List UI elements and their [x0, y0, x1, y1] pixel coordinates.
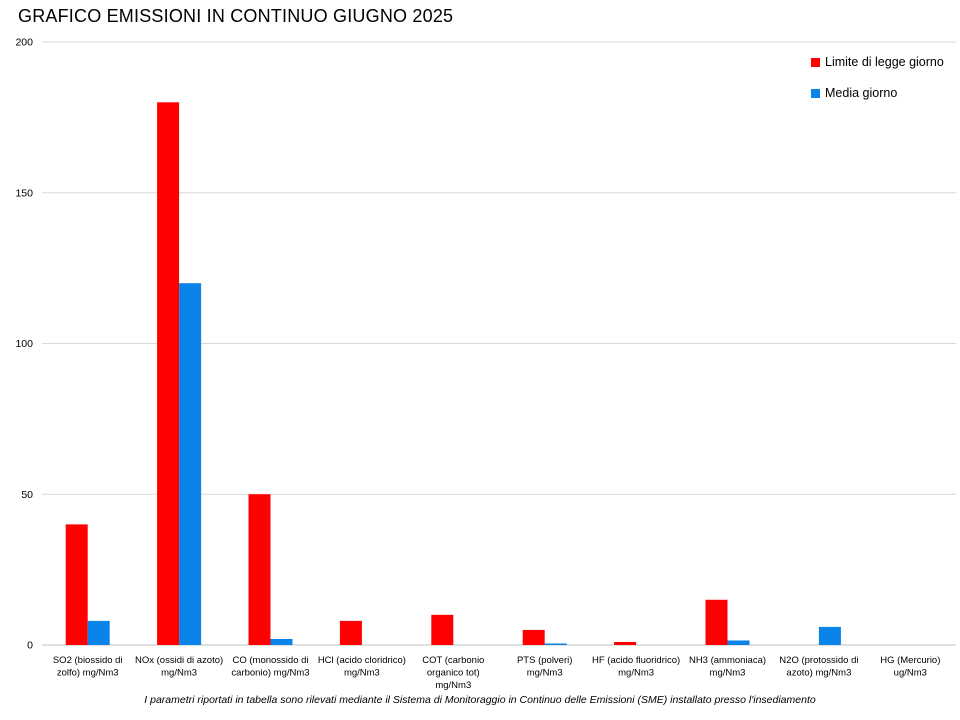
y-tick-label: 200 — [15, 37, 33, 49]
x-tick-label: N2O (protossido di azoto) mg/Nm3 — [779, 655, 858, 679]
chart-title: GRAFICO EMISSIONI IN CONTINUO GIUGNO 202… — [18, 6, 454, 26]
bar-mean — [179, 283, 202, 645]
y-tick-label: 50 — [21, 489, 33, 501]
legend-item-limit: Limite di legge giorno — [811, 55, 944, 69]
footnote: I parametri riportati in tabella sono ri… — [144, 694, 816, 706]
y-tick-label: 100 — [15, 338, 33, 350]
bar-mean — [544, 643, 567, 645]
x-tick-label: HF (acido fluoridrico) mg/Nm3 — [592, 655, 680, 679]
x-tick-label: COT (carbonio organico tot) mg/Nm3 — [422, 655, 484, 691]
legend-swatch-red — [811, 57, 820, 67]
bar-mean — [727, 640, 750, 645]
bar-mean — [87, 620, 110, 645]
bar-limit — [248, 494, 271, 645]
legend-swatch-blue — [811, 88, 820, 98]
y-tick-label: 0 — [27, 640, 33, 652]
x-tick-label: CO (monossido di carbonio) mg/Nm3 — [231, 655, 309, 679]
bar-limit — [157, 102, 180, 646]
bar-limit — [339, 620, 362, 645]
bar-mean — [270, 638, 293, 645]
legend-item-mean: Media giorno — [811, 86, 897, 100]
bar-limit — [431, 614, 454, 645]
x-tick-label: HCl (acido cloridrico) mg/Nm3 — [318, 655, 406, 679]
x-tick-label: PTS (polveri) mg/Nm3 — [517, 655, 572, 679]
x-tick-label: NH3 (ammoniaca) mg/Nm3 — [689, 655, 766, 679]
bar-mean — [818, 626, 841, 645]
legend-label: Media giorno — [825, 86, 898, 100]
bar-limit — [705, 599, 728, 645]
x-tick-label: HG (Mercurio) ug/Nm3 — [880, 655, 940, 679]
bar-limit — [614, 641, 637, 645]
x-tick-label: NOx (ossidi di azoto) mg/Nm3 — [135, 655, 223, 679]
legend-label: Limite di legge giorno — [825, 55, 944, 69]
bar-limit — [522, 629, 545, 645]
y-tick-label: 150 — [15, 187, 33, 199]
x-tick-label: SO2 (biossido di zolfo) mg/Nm3 — [53, 655, 123, 679]
bar-limit — [65, 524, 88, 645]
